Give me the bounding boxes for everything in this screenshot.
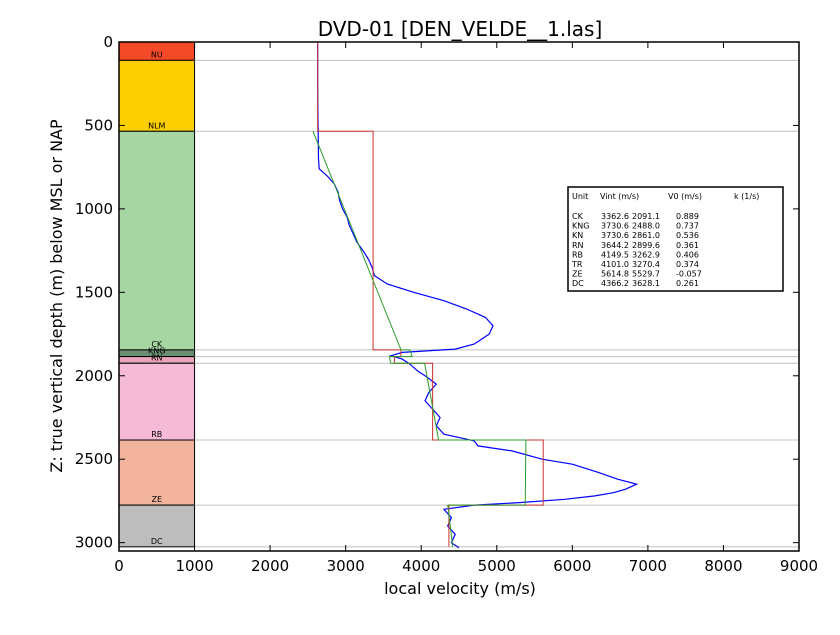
boundary-lines bbox=[194, 59, 799, 548]
series-interval-velocity bbox=[317, 42, 544, 547]
strat-label-nu: NU bbox=[151, 50, 163, 59]
legend-row-cell: RN bbox=[572, 241, 584, 250]
legend-row-cell: 3270.4 bbox=[632, 260, 660, 269]
legend-row-cell: DC bbox=[572, 279, 584, 288]
y-axis-label: Z: true vertical depth (m) below MSL or … bbox=[47, 119, 66, 473]
legend-table: Unit Vint (m/s) V0 (m/s) k (1/s) CK 3362.6 209… bbox=[567, 186, 784, 292]
legend-row-cell: KNG bbox=[572, 222, 589, 231]
legend-row-cell: TR bbox=[571, 260, 583, 269]
legend-row-cell: RB bbox=[572, 250, 583, 259]
strat-block-dc bbox=[118, 504, 196, 548]
x-tick-label: 0 bbox=[114, 557, 124, 575]
strat-block-ze bbox=[118, 439, 196, 506]
y-tick-label: 3000 bbox=[75, 534, 113, 552]
x-tick-label: 9000 bbox=[780, 557, 818, 575]
strat-label-ck: CK bbox=[151, 340, 163, 349]
x-tick-label: 6000 bbox=[553, 557, 591, 575]
y-tick-label: 1000 bbox=[75, 200, 113, 218]
x-tick-label: 4000 bbox=[402, 557, 440, 575]
legend-header-cell: k (1/s) bbox=[734, 192, 759, 201]
legend-row-cell: 4101.0 bbox=[601, 260, 629, 269]
legend-row-cell: 3644.2 bbox=[601, 241, 629, 250]
plot-frame bbox=[118, 41, 800, 552]
strat-label-dc: DC bbox=[151, 537, 163, 546]
y-tick-label: 500 bbox=[84, 116, 113, 134]
x-tick-label: 3000 bbox=[327, 557, 365, 575]
y-tick-label: 1500 bbox=[75, 283, 113, 301]
legend-header-cell: Vint (m/s) bbox=[600, 192, 639, 201]
legend-row-cell: 3730.6 bbox=[601, 222, 629, 231]
legend-row-cell: 3730.6 bbox=[601, 231, 629, 240]
axis-ticks: 0 1000 2000 3000 4000 5000 6000 7000 8000 9000 0 50… bbox=[75, 33, 818, 575]
x-tick-label: 8000 bbox=[704, 557, 742, 575]
x-axis-label: local velocity (m/s) bbox=[384, 579, 536, 598]
legend-row-cell: CK bbox=[572, 212, 584, 221]
legend-row-cell: 0.406 bbox=[676, 250, 699, 259]
legend-row-cell: 5614.8 bbox=[601, 270, 629, 279]
x-tick-label: 7000 bbox=[629, 557, 667, 575]
y-tick-label: 2500 bbox=[75, 450, 113, 468]
strat-block-rb bbox=[118, 362, 196, 441]
legend-row-cell: 2861.0 bbox=[632, 231, 660, 240]
y-tick-label: 0 bbox=[103, 33, 113, 51]
legend-header-cell: Unit bbox=[572, 192, 588, 201]
chart-title: DVD-01 [DEN_VELDE__1.las] bbox=[318, 17, 603, 41]
legend-row-cell: 0.737 bbox=[676, 222, 699, 231]
legend-row-cell: 4149.5 bbox=[601, 250, 629, 259]
series-layer bbox=[312, 42, 639, 549]
legend-row-cell: 0.536 bbox=[676, 231, 699, 240]
strat-label-nlm: NLM bbox=[148, 121, 165, 130]
series-velocity-log bbox=[317, 43, 639, 549]
x-tick-label: 2000 bbox=[251, 557, 289, 575]
legend-row-cell: 4366.2 bbox=[601, 279, 629, 288]
legend-row-cell: 0.374 bbox=[676, 260, 699, 269]
legend-row-cell: 5529.7 bbox=[632, 270, 660, 279]
legend-row-cell: 0.361 bbox=[676, 241, 699, 250]
legend-row-cell: 2091.1 bbox=[632, 212, 660, 221]
strat-label-rn: RN bbox=[151, 353, 163, 362]
y-tick-label: 2000 bbox=[75, 367, 113, 385]
strat-label-ze: ZE bbox=[152, 495, 163, 504]
legend-row-cell: ZE bbox=[572, 270, 583, 279]
x-tick-label: 5000 bbox=[478, 557, 516, 575]
legend-row-cell: 2899.6 bbox=[632, 241, 660, 250]
x-tick-label: 1000 bbox=[175, 557, 213, 575]
strat-label-rb: RB bbox=[151, 430, 162, 439]
strat-block-ck bbox=[118, 130, 196, 351]
legend-row-cell: 0.261 bbox=[676, 279, 699, 288]
legend-row-cell: 3362.6 bbox=[601, 212, 629, 221]
strat-block-nlm bbox=[118, 59, 196, 132]
legend-row-cell: 0.889 bbox=[676, 212, 699, 221]
legend-row-cell: 3262.9 bbox=[632, 250, 660, 259]
legend-row-cell: -0.057 bbox=[676, 270, 702, 279]
legend-row-cell: 3628.1 bbox=[632, 279, 660, 288]
legend-row-cell: 2488.0 bbox=[632, 222, 660, 231]
legend-header-cell: V0 (m/s) bbox=[668, 192, 702, 201]
series-v0-k-model bbox=[312, 131, 527, 547]
legend-row-cell: KN bbox=[572, 231, 583, 240]
legend-box bbox=[567, 186, 784, 292]
strat-label-kng: KNG bbox=[148, 347, 165, 356]
